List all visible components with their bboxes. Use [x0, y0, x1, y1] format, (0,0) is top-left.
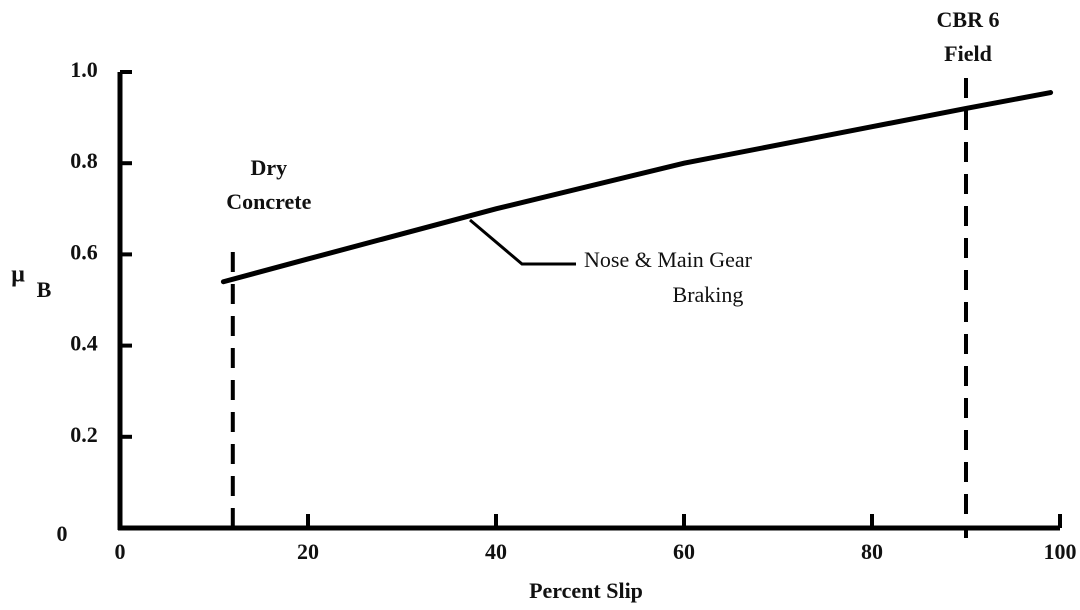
reference-line-label: CBR 6 — [937, 7, 1000, 32]
y-tick-label: 0.4 — [70, 331, 98, 356]
annotation: Braking — [673, 282, 744, 307]
y-tick-label: 0.8 — [70, 148, 98, 173]
x-tick-label: 100 — [1044, 539, 1077, 564]
annotation-leader — [469, 218, 576, 266]
x-tick-label: 80 — [861, 539, 883, 564]
y-tick-label: 0.2 — [70, 422, 98, 447]
y-axis-label-subscript: B — [37, 277, 52, 302]
y-tick-label: 0.6 — [70, 239, 98, 264]
reference-line-label: Field — [944, 41, 992, 66]
x-tick-label: 40 — [485, 539, 507, 564]
x-tick-label: 60 — [673, 539, 695, 564]
reference-line-label: Concrete — [226, 189, 311, 214]
y-axis-label: μ — [11, 262, 25, 288]
x-tick-label: 20 — [297, 539, 319, 564]
reference-line-label: Dry — [250, 155, 287, 180]
annotation: Nose & Main Gear — [584, 247, 753, 272]
x-axis-label: Percent Slip — [529, 578, 643, 603]
y-tick-label: 0 — [57, 521, 68, 546]
y-tick-label: 1.0 — [70, 57, 98, 82]
x-tick-label: 0 — [115, 539, 126, 564]
data-line — [220, 90, 1054, 285]
